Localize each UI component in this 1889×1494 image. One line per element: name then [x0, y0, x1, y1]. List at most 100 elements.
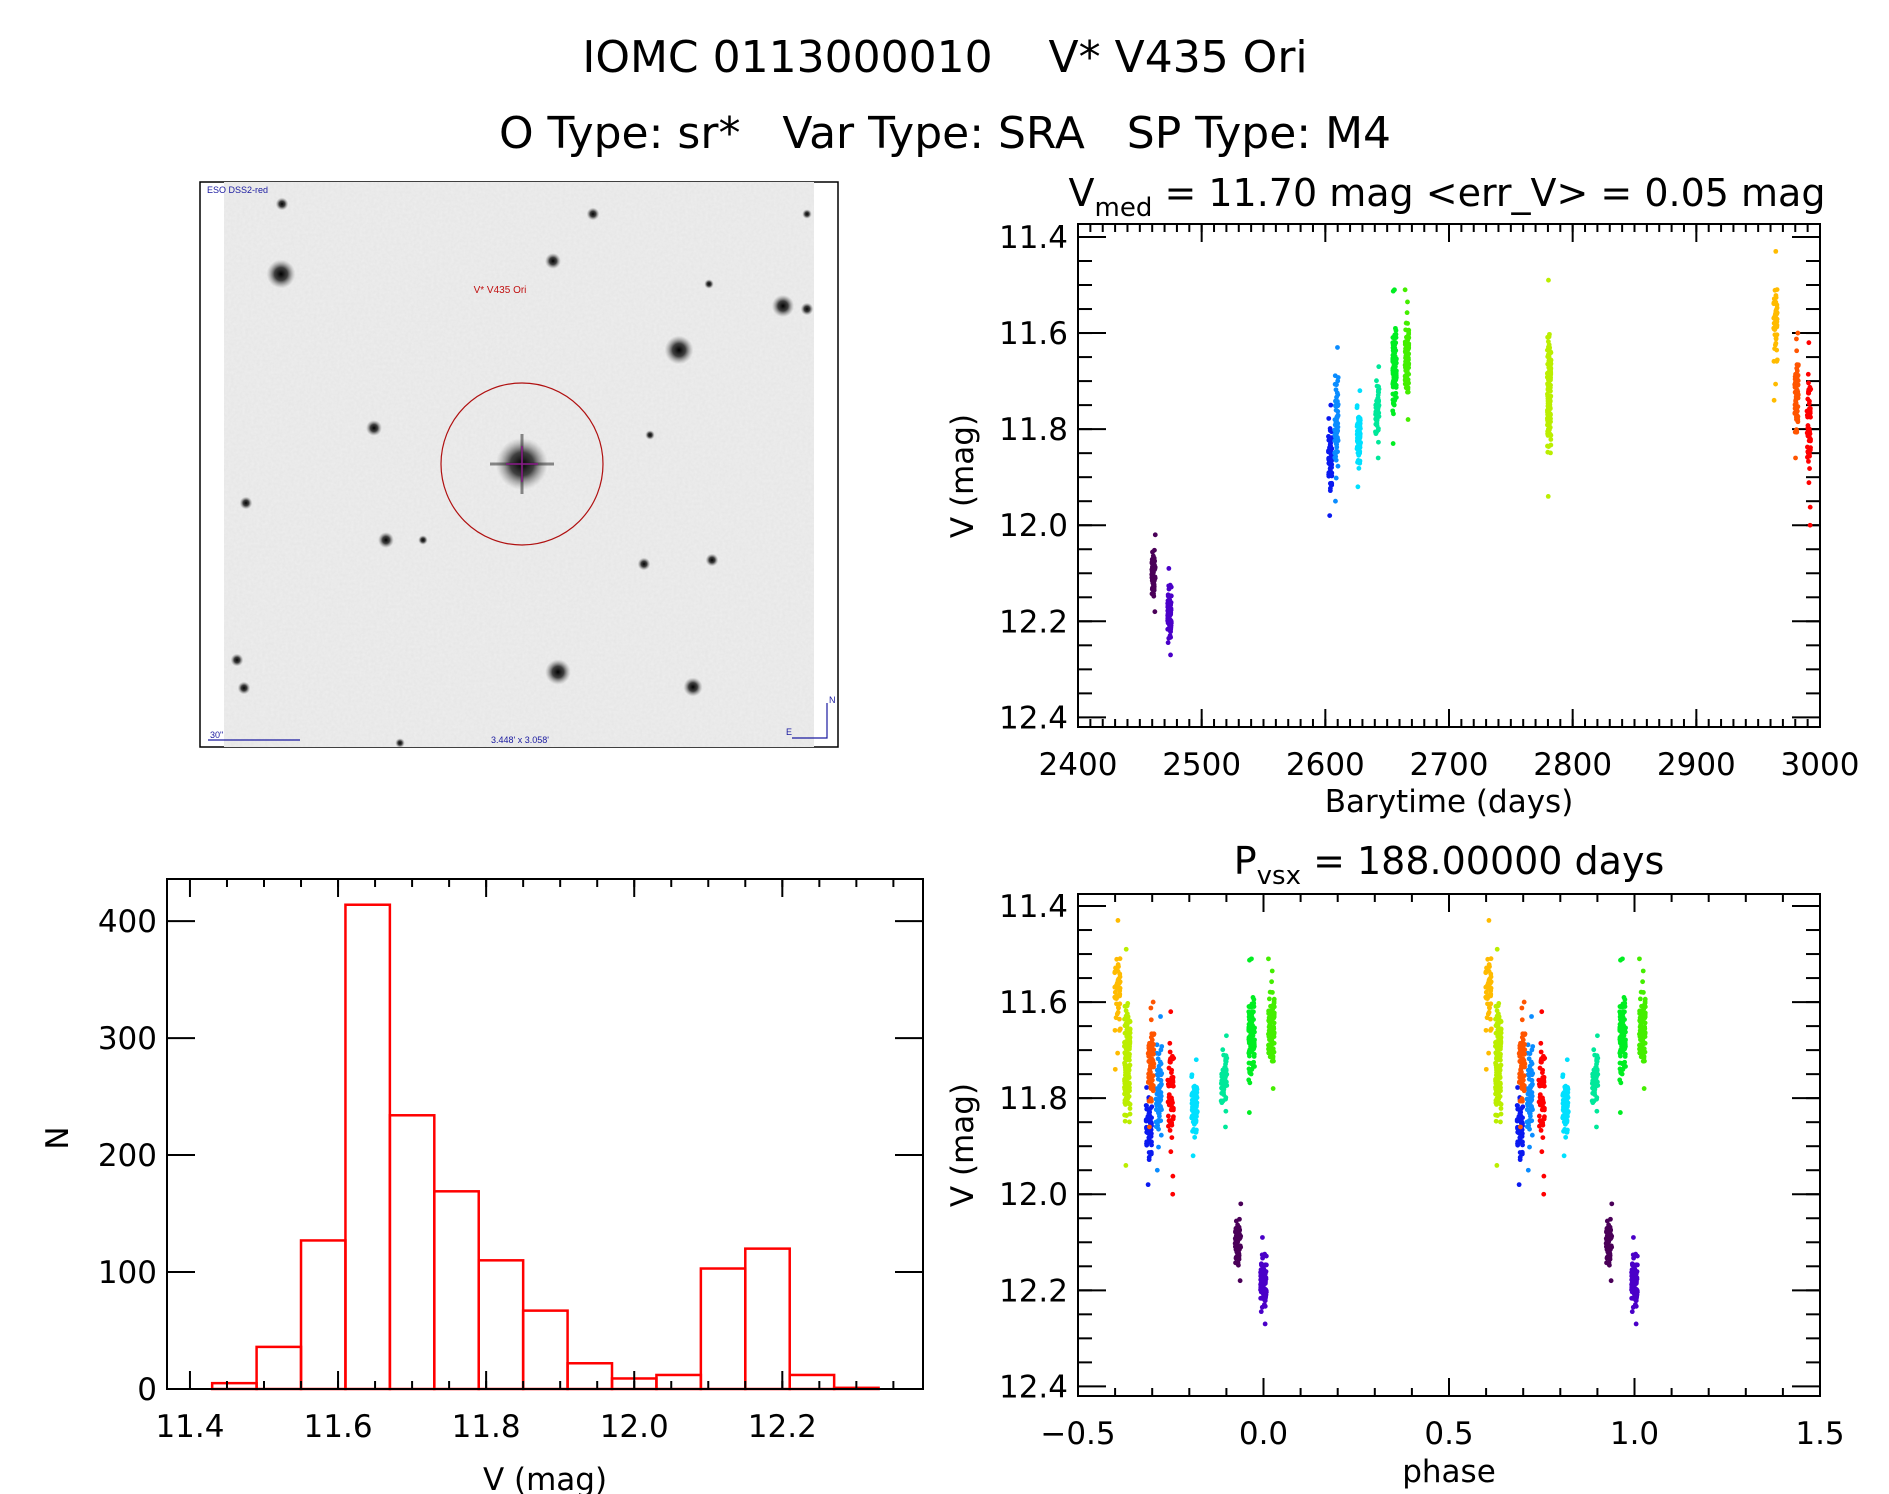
data-point: [1547, 331, 1552, 337]
phased-curve-ylabel: V (mag): [945, 1083, 981, 1207]
star: [586, 207, 600, 221]
data-point: [1262, 1297, 1267, 1303]
data-point: [1591, 1047, 1597, 1053]
data-point: [1622, 997, 1628, 1002]
data-point: [1773, 340, 1779, 346]
data-point: [1519, 1073, 1524, 1079]
histogram-bar: [699, 1267, 747, 1391]
data-point: [1247, 1047, 1253, 1053]
data-point: [1546, 277, 1551, 283]
data-point: [1151, 1032, 1157, 1037]
data-point: [1516, 1182, 1522, 1188]
histogram-xlabel: V (mag): [483, 1462, 607, 1494]
data-point: [1154, 1042, 1160, 1048]
data-point: [1774, 332, 1780, 338]
data-point: [1262, 1251, 1268, 1257]
data-point: [1166, 609, 1172, 615]
data-point: [1193, 1104, 1199, 1110]
data-point: [1405, 299, 1410, 305]
data-point: [1640, 979, 1646, 985]
data-point: [1167, 1127, 1173, 1133]
data-point: [1526, 1076, 1532, 1082]
data-point: [1539, 1149, 1545, 1155]
data-point: [1117, 956, 1123, 962]
star: [802, 209, 812, 219]
data-point: [1633, 1321, 1639, 1327]
data-point: [1496, 1091, 1501, 1096]
data-point: [1390, 441, 1396, 446]
data-point: [1335, 424, 1341, 430]
target-label: V* V435 Ori: [474, 285, 527, 296]
data-point: [1124, 1050, 1130, 1056]
data-point: [1156, 1090, 1162, 1095]
data-point: [1271, 1012, 1277, 1018]
data-point: [1390, 378, 1396, 384]
histogram-bar: [655, 1373, 703, 1391]
data-point: [1158, 1047, 1164, 1053]
data-point: [1520, 1045, 1526, 1051]
finder-image: V* V435 Ori ESO DSS2-red 30" 3.448' x 3.…: [199, 181, 839, 748]
data-point: [1374, 423, 1380, 428]
star: [645, 430, 655, 440]
data-point: [1564, 1129, 1570, 1135]
data-point: [1189, 1097, 1195, 1103]
data-point: [1165, 618, 1171, 624]
data-point: [1519, 1017, 1525, 1023]
data-point: [1629, 1309, 1635, 1315]
data-point: [1357, 422, 1363, 428]
data-point: [1391, 349, 1397, 355]
data-point: [1496, 1027, 1501, 1033]
data-point: [1517, 1150, 1523, 1155]
data-point: [1617, 1039, 1623, 1045]
x-tick-label: 2500: [1162, 747, 1241, 783]
y-tick-label: 12.2: [999, 1273, 1068, 1309]
data-point: [1640, 1032, 1646, 1038]
data-point: [1527, 1144, 1532, 1150]
data-point: [1327, 481, 1333, 486]
data-point: [1146, 1107, 1152, 1113]
x-tick-label: 1.0: [1610, 1416, 1659, 1452]
data-point: [1402, 287, 1408, 293]
data-point: [1246, 1077, 1252, 1083]
data-point: [1617, 1011, 1623, 1017]
data-point: [1621, 1040, 1627, 1045]
title-rest: = 11.70 mag <err_V> = 0.05 mag: [1152, 171, 1825, 215]
data-point: [1271, 1058, 1276, 1064]
data-point: [1158, 1014, 1163, 1019]
data-point: [1640, 1037, 1646, 1043]
data-point: [1540, 1122, 1546, 1128]
data-point: [1246, 1039, 1252, 1045]
star: [418, 535, 428, 545]
data-point: [1375, 392, 1381, 398]
data-point: [1390, 408, 1396, 414]
data-point: [1166, 1065, 1172, 1071]
data-point: [1403, 327, 1409, 333]
star: [800, 302, 814, 316]
data-point: [1487, 964, 1492, 970]
data-point: [1495, 1050, 1501, 1056]
data-point: [1637, 956, 1642, 962]
y-tick-label: 12.4: [999, 1369, 1068, 1405]
star: [378, 532, 394, 548]
data-point: [1126, 1044, 1132, 1050]
star: [545, 659, 571, 685]
data-point: [1223, 1073, 1229, 1079]
data-point: [1158, 1082, 1164, 1088]
data-point: [1269, 1052, 1274, 1058]
data-point: [1629, 1261, 1635, 1267]
data-point: [1112, 1027, 1118, 1033]
data-point: [1114, 996, 1119, 1001]
data-point: [1564, 1104, 1570, 1110]
data-point: [1189, 1074, 1195, 1080]
data-point: [1794, 348, 1800, 354]
data-point: [1269, 979, 1275, 985]
data-point: [1127, 1018, 1133, 1024]
data-point: [1495, 1055, 1501, 1061]
data-point: [1193, 1057, 1199, 1063]
data-point: [1260, 1278, 1266, 1284]
data-point: [1193, 1091, 1199, 1097]
data-point: [1115, 918, 1121, 923]
data-point: [1545, 449, 1551, 455]
data-point: [1246, 1035, 1252, 1040]
data-point: [1635, 1262, 1640, 1268]
